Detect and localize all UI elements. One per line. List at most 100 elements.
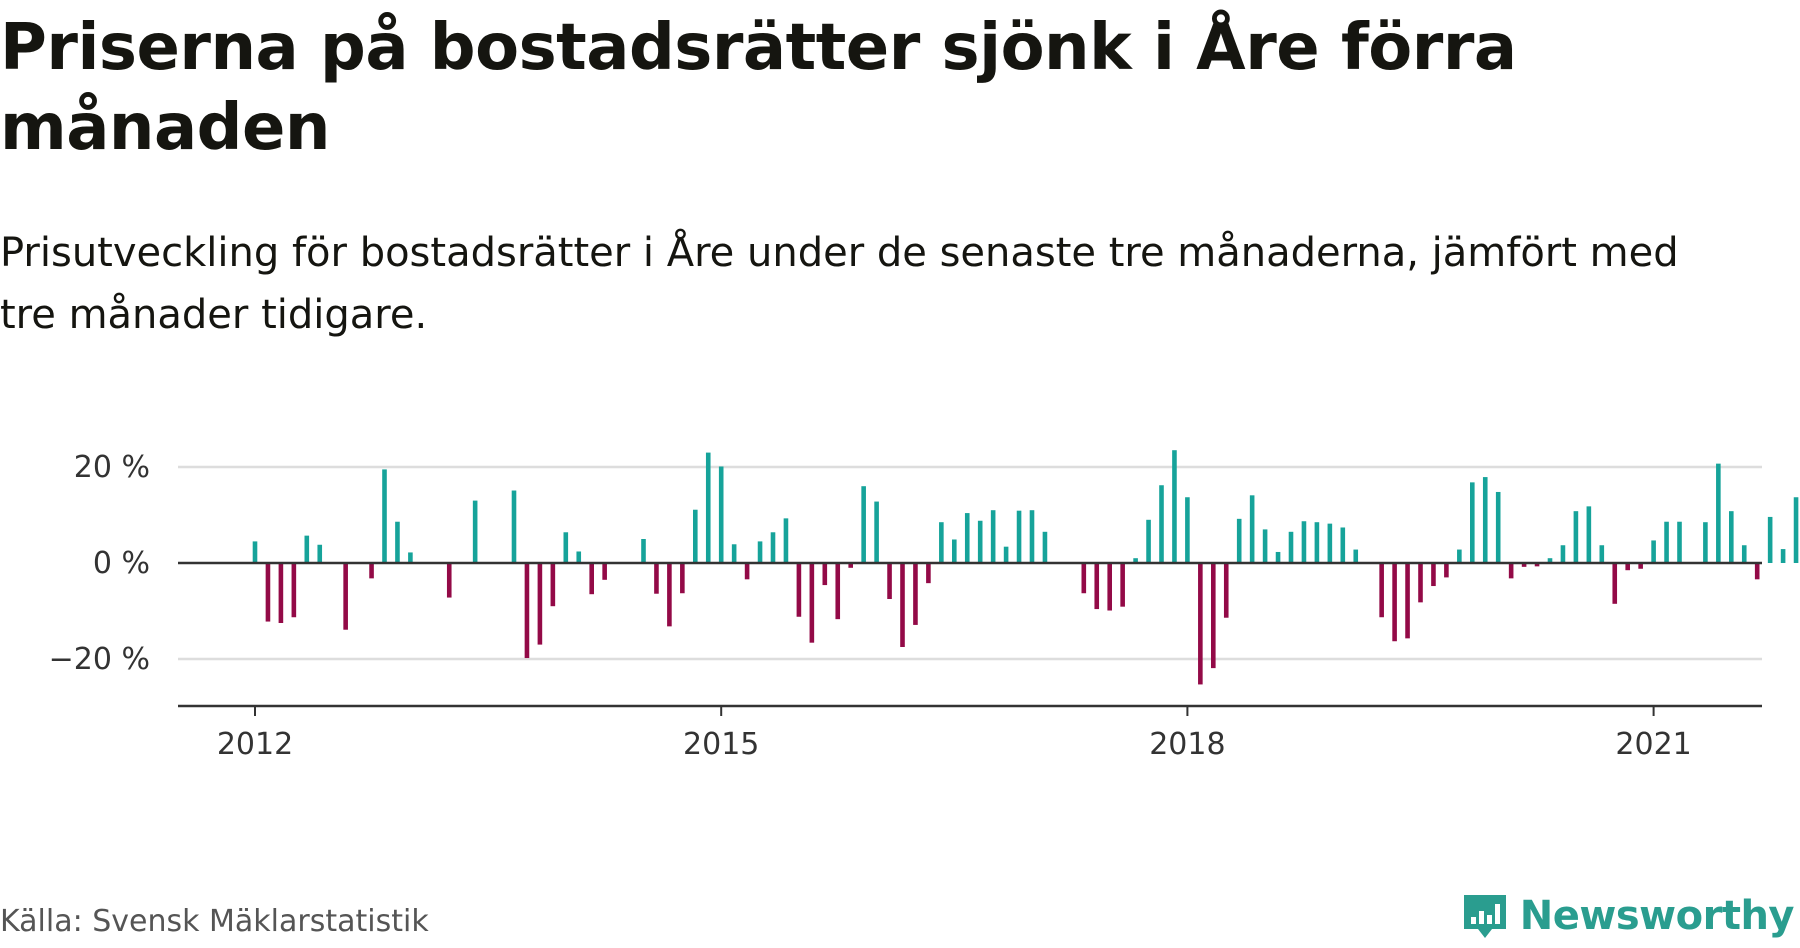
bar	[1716, 463, 1721, 563]
bar	[693, 509, 698, 563]
bar	[1482, 477, 1488, 563]
bar	[408, 552, 413, 563]
bar	[1508, 563, 1514, 579]
bar	[1223, 563, 1229, 618]
bar	[1301, 521, 1307, 563]
bar	[1262, 529, 1268, 563]
bar	[1547, 558, 1553, 563]
bar	[1379, 563, 1384, 618]
bar	[1275, 551, 1281, 563]
bar	[1198, 563, 1203, 685]
bar	[524, 563, 530, 659]
bar	[1094, 563, 1100, 610]
bar	[705, 452, 711, 563]
bar	[1651, 540, 1656, 563]
bar	[1444, 563, 1449, 578]
bar	[654, 563, 659, 594]
bar	[1340, 527, 1346, 563]
bar	[369, 563, 374, 579]
bar	[1236, 518, 1242, 563]
x-tick-label: 2012	[217, 727, 293, 762]
bar	[848, 563, 853, 568]
x-tick-label: 2018	[1149, 727, 1225, 762]
bar	[304, 535, 310, 563]
bar	[900, 563, 905, 647]
bar	[783, 518, 789, 563]
bar	[1741, 545, 1747, 563]
bar	[563, 532, 569, 563]
gridlines	[178, 465, 1762, 661]
bar	[1107, 563, 1112, 611]
bar	[511, 490, 517, 563]
bar	[1353, 549, 1359, 563]
bar	[472, 500, 478, 563]
bar	[382, 469, 387, 563]
x-tick-label: 2021	[1615, 727, 1691, 762]
bar	[1560, 545, 1566, 563]
bar	[1573, 511, 1579, 563]
bar	[1586, 506, 1592, 563]
bar	[1392, 563, 1397, 642]
bar	[913, 563, 918, 625]
bar	[343, 563, 348, 630]
bar	[1159, 485, 1164, 563]
bar	[265, 563, 271, 622]
bar	[1249, 495, 1255, 563]
newsworthy-logo-icon	[1463, 895, 1506, 938]
bar	[446, 563, 452, 598]
tick-labels: −20 %0 %20 %20122015201820212023−3 %	[49, 450, 1692, 762]
bar	[1677, 521, 1682, 563]
bar	[667, 563, 672, 627]
newsworthy-logo-text: Newsworthy	[1519, 893, 1795, 939]
bar	[550, 563, 556, 607]
bar	[1703, 522, 1708, 563]
bar	[796, 563, 802, 617]
bar	[1638, 563, 1643, 569]
y-tick-label: 20 %	[74, 450, 150, 485]
bar	[1612, 563, 1618, 604]
bar	[1780, 549, 1786, 563]
bars	[252, 450, 1799, 685]
chart-title: Priserna på bostadsrätter sjönk i Åre fö…	[0, 11, 1517, 165]
bar	[1327, 523, 1333, 563]
bar	[1599, 545, 1605, 563]
bar	[1172, 450, 1177, 563]
bar	[952, 539, 957, 563]
bar	[744, 563, 750, 580]
bar	[964, 513, 970, 563]
bar	[576, 551, 582, 563]
source-note: Källa: Svensk Mäklarstatistik	[0, 904, 429, 939]
bar	[757, 541, 763, 563]
chart-subtitle: Prisutveckling för bostadsrätter i Åre u…	[0, 230, 1679, 338]
bar	[1146, 519, 1151, 563]
bar	[887, 563, 892, 599]
bar	[718, 466, 724, 563]
bar	[1431, 563, 1436, 587]
bar	[1042, 531, 1048, 563]
bar	[537, 563, 543, 645]
bar	[977, 520, 983, 563]
bar	[731, 544, 737, 563]
x-tick-label: 2015	[683, 727, 759, 762]
bar	[874, 501, 879, 563]
bar	[1495, 491, 1501, 563]
bar	[1185, 497, 1190, 563]
bar	[835, 563, 841, 620]
bar	[317, 544, 323, 563]
bar	[1081, 563, 1087, 594]
bar	[291, 563, 297, 618]
bar	[1405, 563, 1410, 639]
bar	[1793, 497, 1799, 563]
bar	[1133, 558, 1138, 563]
bar	[602, 563, 607, 580]
bar	[1029, 510, 1035, 563]
bar	[822, 563, 828, 586]
bar	[1211, 563, 1216, 669]
bar	[1664, 521, 1669, 563]
bar	[1314, 522, 1320, 563]
newsworthy-logo[interactable]: Newsworthy	[1460, 886, 1795, 946]
bar	[1625, 563, 1630, 571]
axes	[178, 561, 1762, 716]
bar	[1120, 563, 1125, 607]
bar	[395, 521, 400, 563]
